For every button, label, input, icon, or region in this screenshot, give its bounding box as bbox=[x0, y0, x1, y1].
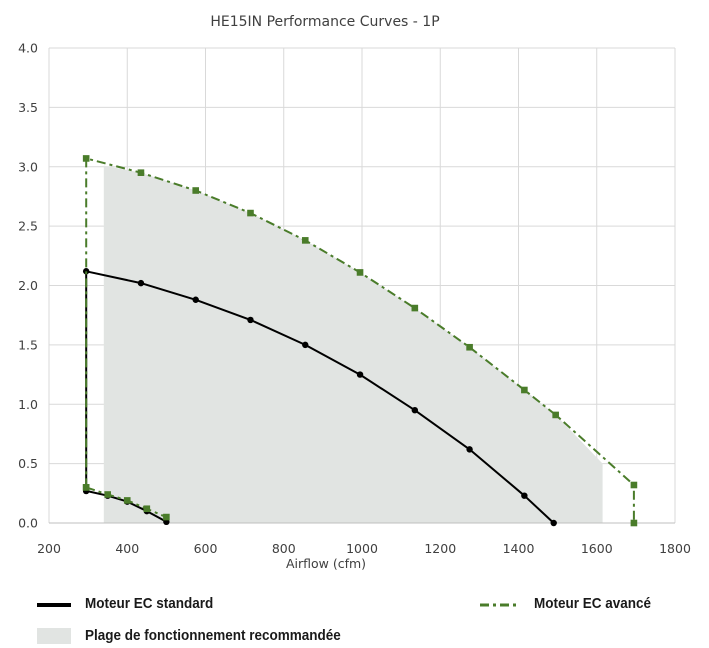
data-point-standard bbox=[550, 519, 557, 527]
y-tick-label: 1.5 bbox=[18, 337, 38, 352]
data-point-standard bbox=[466, 446, 473, 453]
x-axis-label: Airflow (cfm) bbox=[286, 556, 366, 571]
legend-plage-label: Plage de fonctionnement recommandée bbox=[85, 627, 341, 644]
legend-standard-swatch bbox=[37, 603, 71, 607]
x-tick-label: 1600 bbox=[581, 541, 613, 556]
data-point-standard bbox=[521, 492, 528, 499]
data-point-standard bbox=[411, 406, 419, 414]
data-point-avance bbox=[521, 386, 528, 394]
y-tick-label: 1.0 bbox=[18, 397, 38, 412]
data-point-avance bbox=[192, 187, 200, 194]
x-tick-label: 800 bbox=[272, 541, 296, 556]
x-tick-label: 600 bbox=[194, 541, 218, 556]
data-point-avance bbox=[82, 484, 90, 491]
data-point-standard bbox=[356, 371, 364, 378]
x-tick-label: 200 bbox=[37, 541, 61, 556]
y-tick-label: 3.5 bbox=[18, 100, 38, 115]
legend-plage-swatch bbox=[37, 628, 71, 644]
data-point-avance bbox=[630, 519, 638, 527]
x-tick-label: 1200 bbox=[424, 541, 456, 556]
data-point-avance bbox=[630, 481, 638, 489]
legend-avance-label: Moteur EC avancé bbox=[534, 595, 652, 612]
data-point-standard bbox=[82, 268, 90, 275]
y-tick-label: 0.5 bbox=[18, 456, 38, 471]
data-point-standard bbox=[302, 341, 309, 349]
legend-avance-swatch bbox=[480, 603, 520, 607]
data-point-avance bbox=[82, 155, 90, 162]
plot-area: 200 400 600 800 1000 1200 1400 1600 1800 0.0 0.5 1.… bbox=[18, 41, 691, 557]
y-tick-label: 0.0 bbox=[18, 516, 38, 531]
data-point-avance bbox=[552, 411, 559, 419]
recommended-operating-area bbox=[103, 165, 603, 523]
chart-title: HE15IN Performance Curves - 1P bbox=[210, 14, 439, 30]
x-tick-label: 1000 bbox=[346, 541, 378, 556]
y-tick-label: 2.0 bbox=[18, 278, 38, 293]
legend-standard-label: Moteur EC standard bbox=[85, 595, 214, 612]
y-tick-label: 4.0 bbox=[18, 41, 38, 56]
data-point-avance bbox=[137, 169, 145, 176]
data-point-avance bbox=[411, 304, 419, 312]
data-point-standard bbox=[137, 279, 145, 287]
data-point-avance bbox=[356, 269, 364, 276]
y-tick-label: 2.5 bbox=[18, 219, 38, 234]
y-tick-label: 3.0 bbox=[18, 159, 38, 174]
data-point-avance bbox=[143, 505, 151, 513]
data-point-avance bbox=[466, 343, 473, 351]
data-point-avance bbox=[247, 209, 254, 217]
x-tick-label: 400 bbox=[115, 541, 139, 556]
data-point-avance bbox=[104, 491, 111, 498]
data-point-standard bbox=[192, 296, 199, 303]
x-tick-label: 1800 bbox=[659, 541, 691, 556]
x-tick-label: 1400 bbox=[503, 541, 535, 556]
data-point-avance bbox=[301, 237, 309, 244]
data-point-avance bbox=[123, 497, 131, 504]
data-point-avance bbox=[163, 513, 170, 521]
data-point-standard bbox=[247, 316, 254, 324]
